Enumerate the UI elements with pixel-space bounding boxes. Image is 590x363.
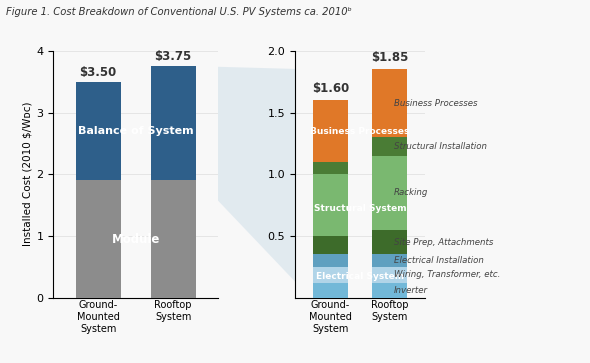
Bar — [313, 100, 348, 162]
Bar — [76, 82, 121, 180]
Bar — [372, 69, 407, 137]
Text: Site Prep, Attachments: Site Prep, Attachments — [394, 238, 493, 246]
Bar — [150, 66, 196, 180]
Text: Business Processes: Business Processes — [310, 127, 409, 135]
Text: Racking: Racking — [394, 188, 428, 197]
Text: Electrical System: Electrical System — [316, 272, 404, 281]
Text: $3.75: $3.75 — [155, 50, 192, 63]
Text: Module: Module — [112, 233, 160, 245]
Bar — [372, 156, 407, 230]
Text: $1.60: $1.60 — [312, 82, 349, 95]
Bar — [313, 283, 348, 298]
Bar — [372, 254, 407, 267]
Bar — [313, 236, 348, 254]
Text: Inverter: Inverter — [394, 286, 428, 295]
Bar — [372, 137, 407, 156]
Text: Balance of System: Balance of System — [78, 126, 194, 136]
Bar — [372, 230, 407, 254]
Text: Structural System: Structural System — [314, 204, 406, 213]
Bar — [313, 267, 348, 283]
Bar — [150, 180, 196, 298]
Text: $3.50: $3.50 — [80, 66, 117, 78]
Bar — [372, 267, 407, 283]
Bar — [313, 254, 348, 267]
Y-axis label: Installed Cost (2010 $/Wᴅᴄ): Installed Cost (2010 $/Wᴅᴄ) — [22, 102, 32, 246]
Text: Electrical Installation: Electrical Installation — [394, 256, 484, 265]
Text: Business Processes: Business Processes — [394, 99, 478, 108]
Text: $1.85: $1.85 — [371, 52, 408, 64]
Bar — [313, 174, 348, 236]
Text: Structural Installation: Structural Installation — [394, 142, 487, 151]
Text: Wiring, Transformer, etc.: Wiring, Transformer, etc. — [394, 270, 500, 279]
Bar — [313, 162, 348, 174]
Bar — [372, 283, 407, 298]
Bar — [76, 180, 121, 298]
Text: Figure 1. Cost Breakdown of Conventional U.S. PV Systems ca. 2010ᵇ: Figure 1. Cost Breakdown of Conventional… — [6, 7, 352, 17]
